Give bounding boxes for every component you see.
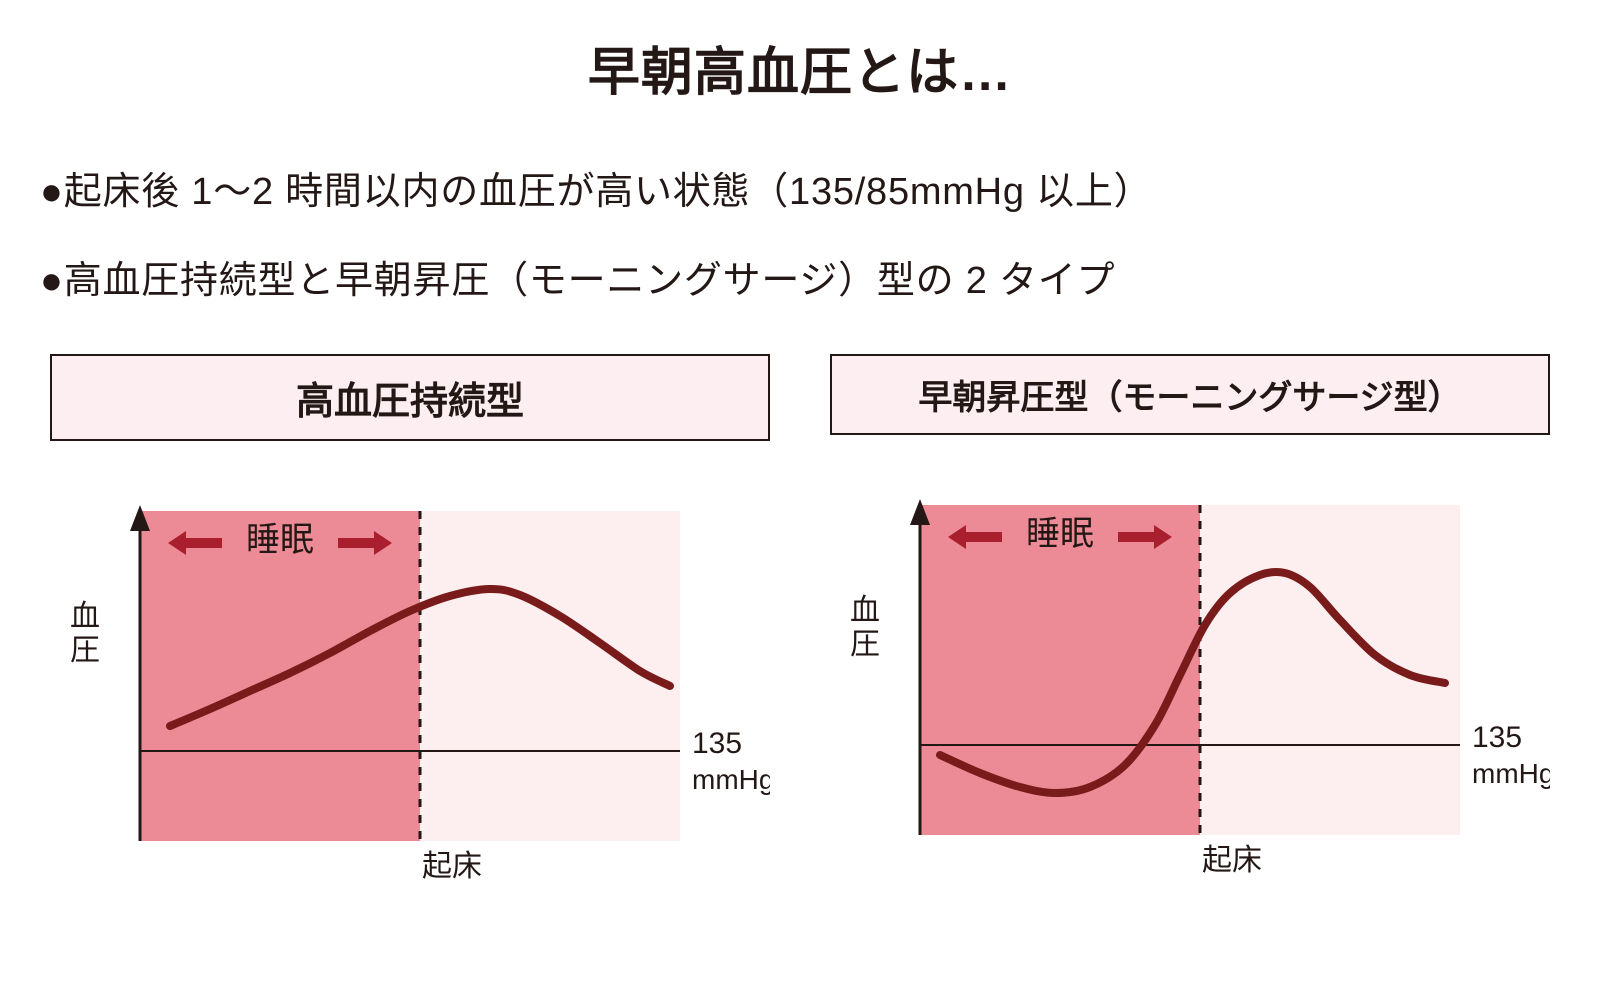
ref-135: 135 — [1472, 721, 1522, 754]
chart-wrap: 血圧 睡眠起床 135 mmHg — [830, 475, 1550, 905]
ref-135: 135 — [692, 727, 742, 760]
wake-label: 起床 — [422, 850, 482, 883]
bp-chart: 血圧 睡眠起床 135 mmHg — [830, 475, 1550, 905]
sleep-band — [920, 505, 1200, 835]
panel-header: 早朝昇圧型（モーニングサージ型） — [830, 354, 1550, 435]
y-axis-label: 血圧 — [850, 594, 880, 661]
page-title: 早朝高血圧とは… — [0, 30, 1600, 105]
sleep-arrow-right-shaft — [338, 538, 374, 548]
bullet-list: ●起床後 1～2 時間以内の血圧が高い状態（135/85mmHg 以上） ●高血圧… — [40, 160, 1600, 304]
ref-mmhg: mmHg — [1472, 758, 1550, 789]
sleep-arrow-left-shaft — [186, 538, 222, 548]
panel-sustained: 高血圧持続型血圧 睡眠起床 135 mmHg — [50, 354, 770, 911]
bp-chart: 血圧 睡眠起床 135 mmHg — [50, 481, 770, 911]
sleep-label: 睡眠 — [246, 521, 314, 559]
chart-wrap: 血圧 睡眠起床 135 mmHg — [50, 481, 770, 911]
wake-label: 起床 — [1202, 844, 1262, 877]
bullet-item: ●高血圧持続型と早朝昇圧（モーニングサージ）型の 2 タイプ — [40, 249, 1600, 304]
y-axis-label: 血圧 — [70, 600, 100, 667]
sleep-arrow-right-shaft — [1118, 532, 1154, 542]
sleep-label: 睡眠 — [1026, 515, 1094, 553]
panels-row: 高血圧持続型血圧 睡眠起床 135 mmHg 早朝昇圧型（モーニングサージ型） 血圧 睡眠起… — [0, 354, 1600, 911]
ref-mmhg: mmHg — [692, 764, 770, 795]
panel-surge: 早朝昇圧型（モーニングサージ型） 血圧 睡眠起床 135 mmHg — [830, 354, 1550, 911]
sleep-arrow-left-shaft — [966, 532, 1002, 542]
panel-header: 高血圧持続型 — [50, 354, 770, 441]
bullet-item: ●起床後 1～2 時間以内の血圧が高い状態（135/85mmHg 以上） — [40, 160, 1600, 215]
